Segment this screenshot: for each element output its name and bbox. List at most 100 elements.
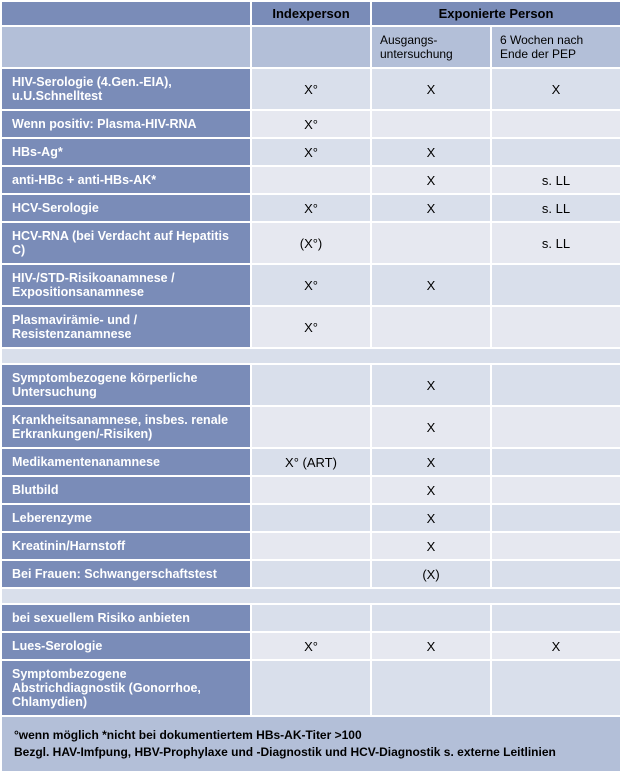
hdr-index: Indexperson xyxy=(251,1,371,26)
hdr-sub-blank1 xyxy=(1,26,251,68)
cell-ausgangs: X xyxy=(371,448,491,476)
table-row: Leberenzyme X xyxy=(1,504,620,532)
cell-ausgangs: X xyxy=(371,476,491,504)
cell-index xyxy=(251,476,371,504)
table-row: Bei Frauen: Schwangerschaftstest(X) xyxy=(1,560,620,588)
cell-index: X° xyxy=(251,138,371,166)
cell-index: X° xyxy=(251,68,371,110)
table-row: HCV-RNA (bei Verdacht auf Hepatitis C)(X… xyxy=(1,222,620,264)
cell-index xyxy=(251,166,371,194)
cell-ausgangs: X xyxy=(371,194,491,222)
section-separator xyxy=(1,588,620,604)
table-row: BlutbildX xyxy=(1,476,620,504)
footnote-row: °wenn möglich *nicht bei dokumentiertem … xyxy=(1,716,620,772)
cell-6w xyxy=(491,306,620,348)
table-row: HBs-Ag*X°X xyxy=(1,138,620,166)
row-label: bei sexuellem Risiko anbieten xyxy=(1,604,251,632)
section-separator xyxy=(1,348,620,364)
cell-6w xyxy=(491,138,620,166)
table-row: HIV-/STD-Risikoanamnese / Expositionsana… xyxy=(1,264,620,306)
row-label: Plasmavirämie- und / Resistenzanamnese xyxy=(1,306,251,348)
hdr-sub-ausgangs: Ausgangs- untersuchung xyxy=(371,26,491,68)
cell-index: X° xyxy=(251,264,371,306)
table-row: MedikamentenanamneseX° (ART)X xyxy=(1,448,620,476)
cell-ausgangs: X xyxy=(371,68,491,110)
row-label: Bei Frauen: Schwangerschaftstest xyxy=(1,560,251,588)
cell-6w xyxy=(491,560,620,588)
cell-index: X° xyxy=(251,194,371,222)
cell-ausgangs: X xyxy=(371,632,491,660)
cell-ausgangs: X xyxy=(371,264,491,306)
row-label: Leberenzyme xyxy=(1,504,251,532)
cell-index xyxy=(251,604,371,632)
cell-6w xyxy=(491,660,620,716)
cell-6w xyxy=(491,604,620,632)
row-label: HBs-Ag* xyxy=(1,138,251,166)
footnote-line: °wenn möglich *nicht bei dokumentiertem … xyxy=(14,727,608,744)
row-label: Lues-Serologie xyxy=(1,632,251,660)
cell-index xyxy=(251,364,371,406)
separator-cell xyxy=(1,588,620,604)
row-label: Medikamentenanamnese xyxy=(1,448,251,476)
hdr-blank xyxy=(1,1,251,26)
table-row: HCV-SerologieX°Xs. LL xyxy=(1,194,620,222)
cell-index xyxy=(251,406,371,448)
hdr-exposed: Exponierte Person xyxy=(371,1,620,26)
table-row: HIV-Serologie (4.Gen.-EIA), u.U.Schnellt… xyxy=(1,68,620,110)
table-row: Symptombezogene körperliche Untersuchung… xyxy=(1,364,620,406)
table-row: Plasmavirämie- und / ResistenzanamneseX° xyxy=(1,306,620,348)
cell-6w: X xyxy=(491,632,620,660)
cell-6w xyxy=(491,364,620,406)
cell-ausgangs: X xyxy=(371,406,491,448)
hdr-sub-blank2 xyxy=(251,26,371,68)
row-label: Wenn positiv: Plasma-HIV-RNA xyxy=(1,110,251,138)
row-label: anti-HBc + anti-HBs-AK* xyxy=(1,166,251,194)
cell-6w: s. LL xyxy=(491,222,620,264)
cell-6w: s. LL xyxy=(491,194,620,222)
cell-ausgangs: X xyxy=(371,504,491,532)
footnote-line: Bezgl. HAV-Imfpung, HBV-Prophylaxe und -… xyxy=(14,744,608,761)
cell-6w: s. LL xyxy=(491,166,620,194)
cell-ausgangs xyxy=(371,660,491,716)
table-row: Wenn positiv: Plasma-HIV-RNAX° xyxy=(1,110,620,138)
cell-6w xyxy=(491,532,620,560)
hdr-sub-6w: 6 Wochen nach Ende der PEP xyxy=(491,26,620,68)
row-label: HCV-RNA (bei Verdacht auf Hepatitis C) xyxy=(1,222,251,264)
table-row: Kreatinin/Harnstoff X xyxy=(1,532,620,560)
cell-index: (X°) xyxy=(251,222,371,264)
cell-ausgangs xyxy=(371,306,491,348)
table-row: anti-HBc + anti-HBs-AK* Xs. LL xyxy=(1,166,620,194)
cell-ausgangs: X xyxy=(371,138,491,166)
cell-index: X° xyxy=(251,632,371,660)
cell-index xyxy=(251,560,371,588)
cell-ausgangs xyxy=(371,604,491,632)
row-label: Symptombezogene Abstrichdiagnostik (Gono… xyxy=(1,660,251,716)
cell-index: X° xyxy=(251,110,371,138)
cell-ausgangs: X xyxy=(371,532,491,560)
row-label: Kreatinin/Harnstoff xyxy=(1,532,251,560)
row-label: Krankheitsanamnese, insbes. renale Erkra… xyxy=(1,406,251,448)
row-label: HIV-Serologie (4.Gen.-EIA), u.U.Schnellt… xyxy=(1,68,251,110)
table-row: Lues-SerologieX°XX xyxy=(1,632,620,660)
cell-6w xyxy=(491,264,620,306)
header-row-sub: Ausgangs- untersuchung 6 Wochen nach End… xyxy=(1,26,620,68)
cell-index: X° xyxy=(251,306,371,348)
cell-6w xyxy=(491,476,620,504)
footnote-cell: °wenn möglich *nicht bei dokumentiertem … xyxy=(1,716,620,772)
table-row: bei sexuellem Risiko anbieten xyxy=(1,604,620,632)
cell-index xyxy=(251,660,371,716)
cell-6w xyxy=(491,406,620,448)
row-label: HCV-Serologie xyxy=(1,194,251,222)
cell-6w: X xyxy=(491,68,620,110)
header-row-top: Indexperson Exponierte Person xyxy=(1,1,620,26)
cell-6w xyxy=(491,448,620,476)
cell-ausgangs: X xyxy=(371,166,491,194)
cell-index xyxy=(251,532,371,560)
cell-index xyxy=(251,504,371,532)
row-label: Symptombezogene körperliche Untersuchung xyxy=(1,364,251,406)
row-label: HIV-/STD-Risikoanamnese / Expositionsana… xyxy=(1,264,251,306)
cell-ausgangs: X xyxy=(371,364,491,406)
pep-table: Indexperson Exponierte Person Ausgangs- … xyxy=(0,0,620,773)
cell-index: X° (ART) xyxy=(251,448,371,476)
separator-cell xyxy=(1,348,620,364)
